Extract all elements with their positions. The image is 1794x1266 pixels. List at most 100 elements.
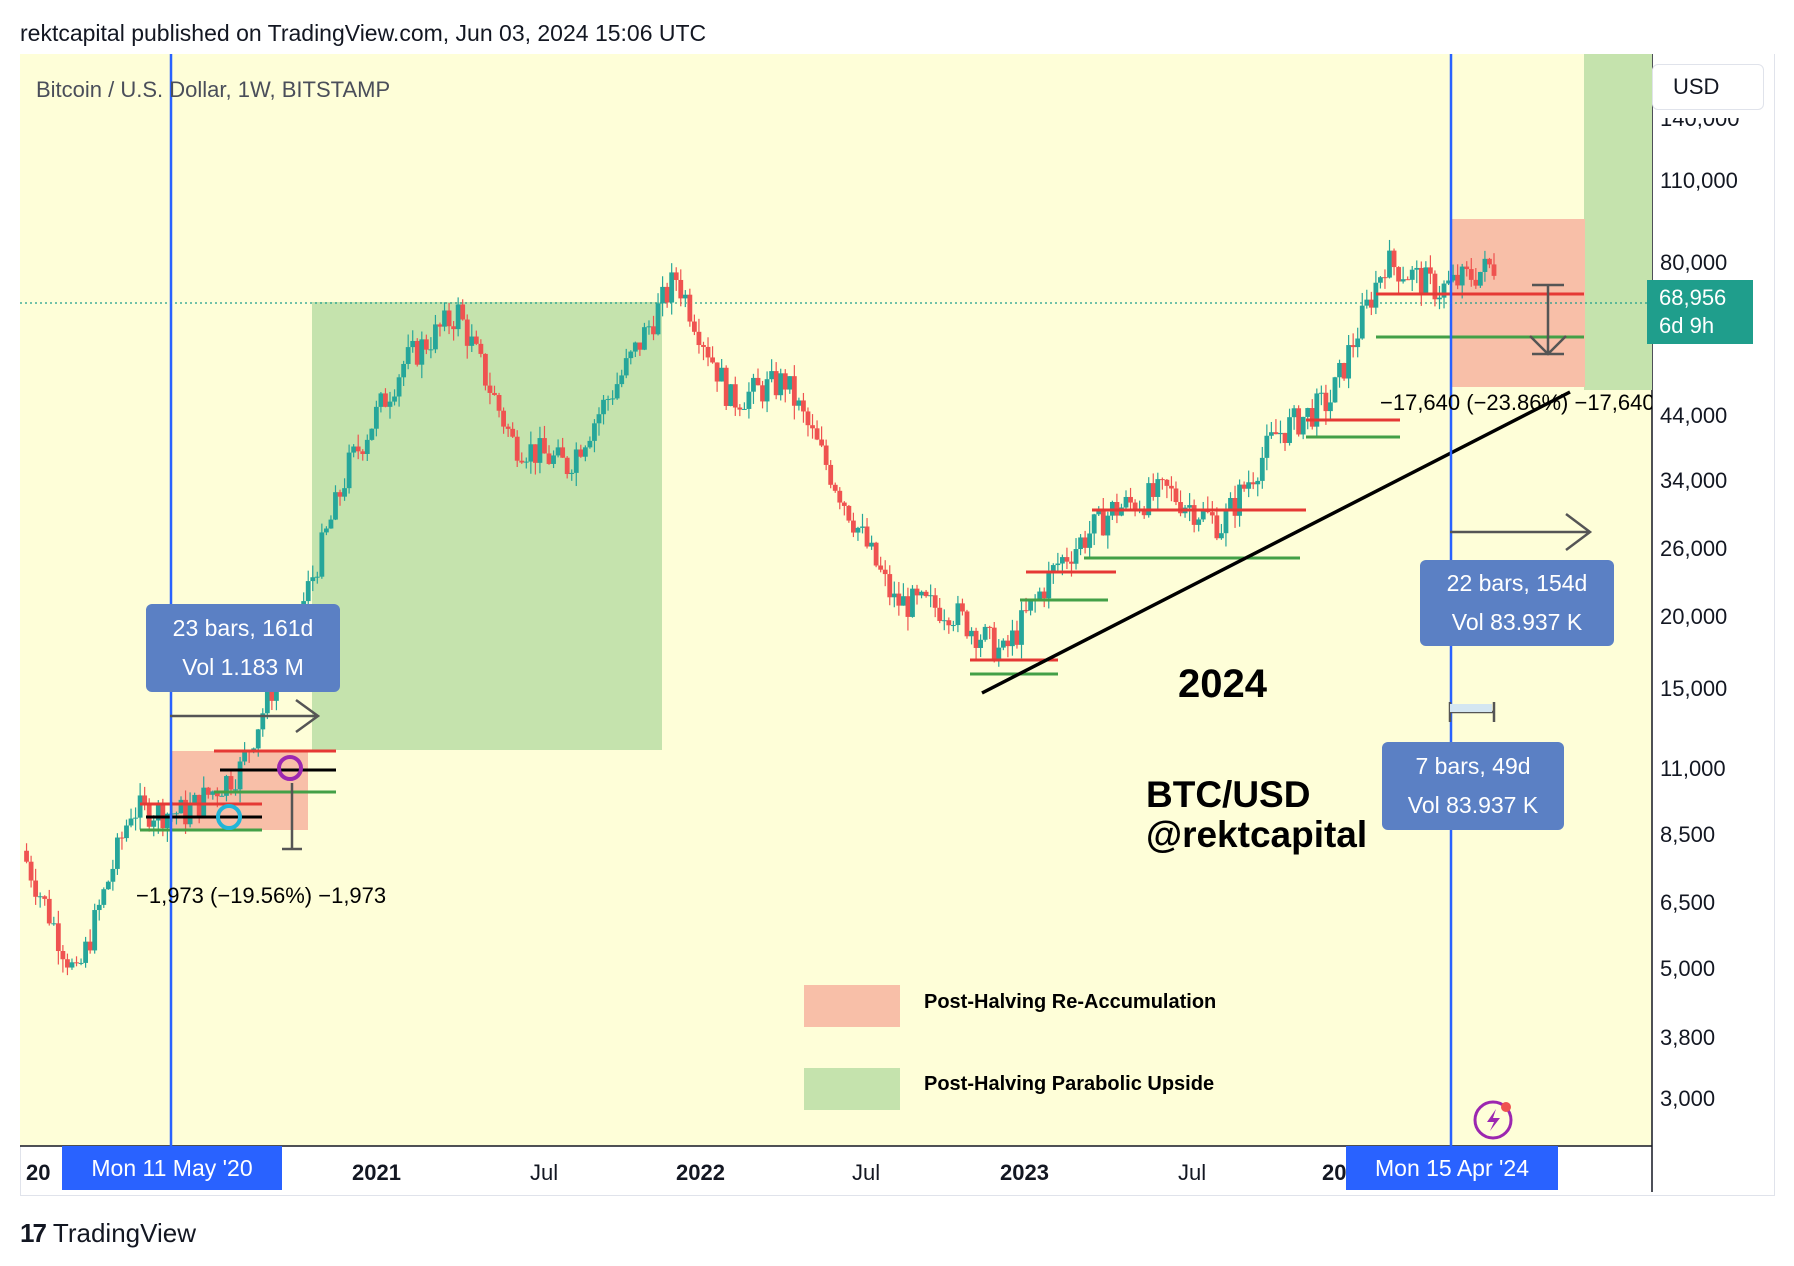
candle-body <box>1368 299 1374 308</box>
parabolic-zone-2024 <box>1584 54 1652 390</box>
time-axis-label: 2022 <box>676 1160 725 1185</box>
candle-body <box>1046 572 1052 599</box>
candle-body <box>628 351 634 359</box>
stat-bars-2020: 23 bars, 161d <box>172 615 314 641</box>
candle-body <box>769 371 775 380</box>
candle-body <box>1337 362 1342 378</box>
candle-body <box>1055 563 1061 566</box>
candle-body <box>1414 267 1420 270</box>
arrow-right-left <box>170 698 321 734</box>
candle-body <box>1491 264 1497 276</box>
candle-body <box>201 787 207 816</box>
candle-body <box>732 384 738 408</box>
candle-body <box>510 428 516 437</box>
candle-body <box>1141 508 1147 516</box>
candle-body <box>492 392 497 396</box>
candle-body <box>714 362 720 382</box>
circle-marker-purple <box>277 755 303 781</box>
candle-body <box>1455 274 1461 286</box>
stat-bars-2024-top: 22 bars, 154d <box>1446 570 1588 596</box>
candle-body <box>378 393 384 407</box>
currency-button[interactable]: USD <box>1652 64 1764 110</box>
candle-body <box>523 461 529 463</box>
candle-body <box>878 565 884 570</box>
candle-body <box>219 795 225 797</box>
candle-body <box>678 279 684 299</box>
candle-body <box>1318 392 1324 394</box>
candle-body <box>737 407 743 410</box>
range-highlight <box>1450 704 1492 712</box>
candle-body <box>28 861 34 881</box>
candle-body <box>546 453 552 464</box>
chart-background <box>20 54 1652 1146</box>
candle-body <box>464 319 470 346</box>
candle-body <box>623 358 629 376</box>
candle-body <box>728 384 734 406</box>
candle-body <box>1196 519 1202 525</box>
candle-body <box>1437 297 1442 300</box>
candle-body <box>69 962 75 968</box>
candles <box>24 239 1497 976</box>
candle-body <box>782 373 788 390</box>
stat-vol-2024-bottom: Vol 83.937 K <box>1407 792 1539 818</box>
candle-body <box>1477 271 1483 286</box>
candle-body <box>360 451 366 454</box>
legend-swatch-reaccum <box>804 985 900 1027</box>
candle-body <box>433 324 438 350</box>
publish-header: rektcapital published on TradingView.com… <box>20 20 707 46</box>
candle-body <box>778 373 784 396</box>
price-axis-label: 3,000 <box>1660 1086 1716 1111</box>
candle-body <box>651 326 656 335</box>
candle-body <box>755 377 761 386</box>
stat-vol-2020: Vol 1.183 M <box>182 654 304 680</box>
candle-body <box>33 880 39 897</box>
candle-body <box>42 896 48 899</box>
candle-body <box>1246 482 1252 489</box>
candle-body <box>596 414 602 424</box>
candle-body <box>1487 258 1492 265</box>
candle-body <box>446 310 452 327</box>
candle-body <box>478 343 484 354</box>
candle-body <box>1341 362 1347 379</box>
candle-body <box>673 272 679 280</box>
trendline <box>981 390 1571 695</box>
candle-body <box>564 457 570 475</box>
candle-body <box>900 596 906 606</box>
candle-body <box>119 837 125 839</box>
candle-body <box>419 339 425 365</box>
candle-body <box>1305 408 1311 417</box>
legend-swatch-parabolic <box>804 1068 900 1110</box>
candle-body <box>801 400 806 412</box>
candle-body <box>410 340 416 348</box>
candle-body <box>1155 479 1161 497</box>
candle-body <box>569 472 575 475</box>
candle-body <box>437 324 443 327</box>
candle-body <box>1332 377 1338 403</box>
candle-body <box>1405 279 1411 281</box>
candle-body <box>1378 277 1383 283</box>
candle-body <box>1069 561 1074 564</box>
candle-body <box>1132 502 1138 512</box>
legend-label-reaccum: Post-Halving Re-Accumulation <box>924 991 1217 1013</box>
candle-body <box>60 951 66 960</box>
candle-body <box>115 837 120 869</box>
candle-body <box>1273 432 1279 435</box>
candle-body <box>1464 266 1470 270</box>
candle-body <box>837 490 843 503</box>
candle-body <box>1191 505 1197 525</box>
candle-body <box>1150 483 1156 497</box>
candle-body <box>1159 479 1165 481</box>
candle-body <box>224 776 229 796</box>
change-label-2024: −17,640 (−23.86%) −17,640 <box>1380 390 1652 415</box>
candle-body <box>1119 507 1124 516</box>
candle-body <box>1023 610 1029 612</box>
candle-body <box>860 526 865 528</box>
candle-body <box>578 449 584 457</box>
candle-body <box>941 620 947 622</box>
candle-body <box>1296 408 1302 435</box>
candle-body <box>514 436 520 461</box>
circle-marker-cyan <box>216 804 242 830</box>
time-axis-label: Jul <box>530 1160 559 1185</box>
candle-body <box>1264 435 1270 458</box>
